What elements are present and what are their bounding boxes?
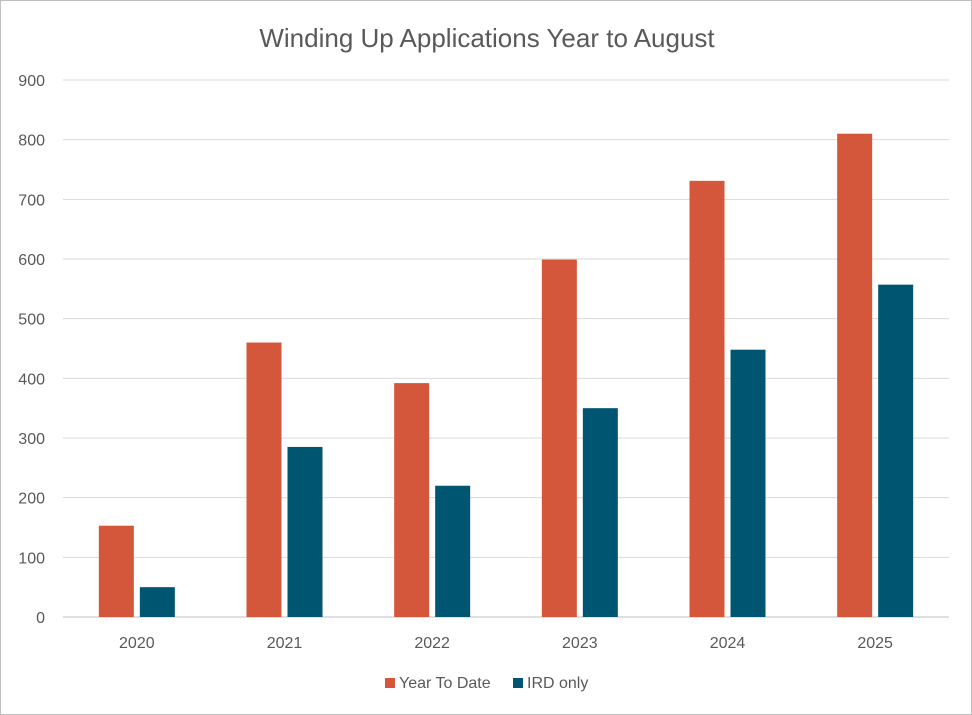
bar-year-to-date-2024: [689, 180, 725, 617]
x-tick-label: 2020: [119, 635, 155, 652]
y-tick-label: 700: [18, 192, 45, 209]
bar-ird-only-2023: [582, 408, 618, 617]
y-tick-label: 600: [18, 252, 45, 269]
bar-year-to-date-2021: [246, 342, 282, 617]
y-axis-tick-labels: 0 100 200 300 400 500 600 700 800 900: [18, 73, 45, 627]
bar-ird-only-2021: [287, 446, 323, 617]
bars: [98, 133, 914, 617]
x-tick-label: 2024: [710, 635, 746, 652]
legend: Year To Date IRD only: [385, 675, 588, 692]
bar-year-to-date-2023: [541, 259, 577, 617]
legend-label: Year To Date: [399, 675, 491, 692]
bar-ird-only-2025: [878, 284, 914, 617]
x-tick-label: 2023: [562, 635, 598, 652]
legend-swatch: [385, 678, 395, 688]
bar-year-to-date-2020: [98, 525, 134, 617]
bar-year-to-date-2025: [837, 133, 873, 617]
y-tick-label: 500: [18, 312, 45, 329]
gridlines: [63, 79, 949, 618]
x-tick-label: 2025: [857, 635, 893, 652]
x-tick-label: 2022: [414, 635, 450, 652]
bar-year-to-date-2022: [394, 383, 430, 617]
y-tick-label: 100: [18, 550, 45, 567]
bar-ird-only-2020: [139, 587, 175, 617]
legend-swatch: [513, 678, 523, 688]
x-tick-label: 2021: [267, 635, 303, 652]
chart-title: Winding Up Applications Year to August: [259, 23, 715, 53]
bar-ird-only-2022: [435, 485, 471, 617]
y-tick-label: 900: [18, 73, 45, 90]
y-tick-label: 800: [18, 133, 45, 150]
bar-ird-only-2024: [730, 349, 766, 617]
y-tick-label: 200: [18, 491, 45, 508]
y-tick-label: 300: [18, 431, 45, 448]
y-tick-label: 400: [18, 371, 45, 388]
legend-label: IRD only: [527, 675, 588, 692]
y-tick-label: 0: [36, 610, 45, 627]
x-axis-tick-labels: 2020 2021 2022 2023 2024 2025: [119, 635, 893, 652]
